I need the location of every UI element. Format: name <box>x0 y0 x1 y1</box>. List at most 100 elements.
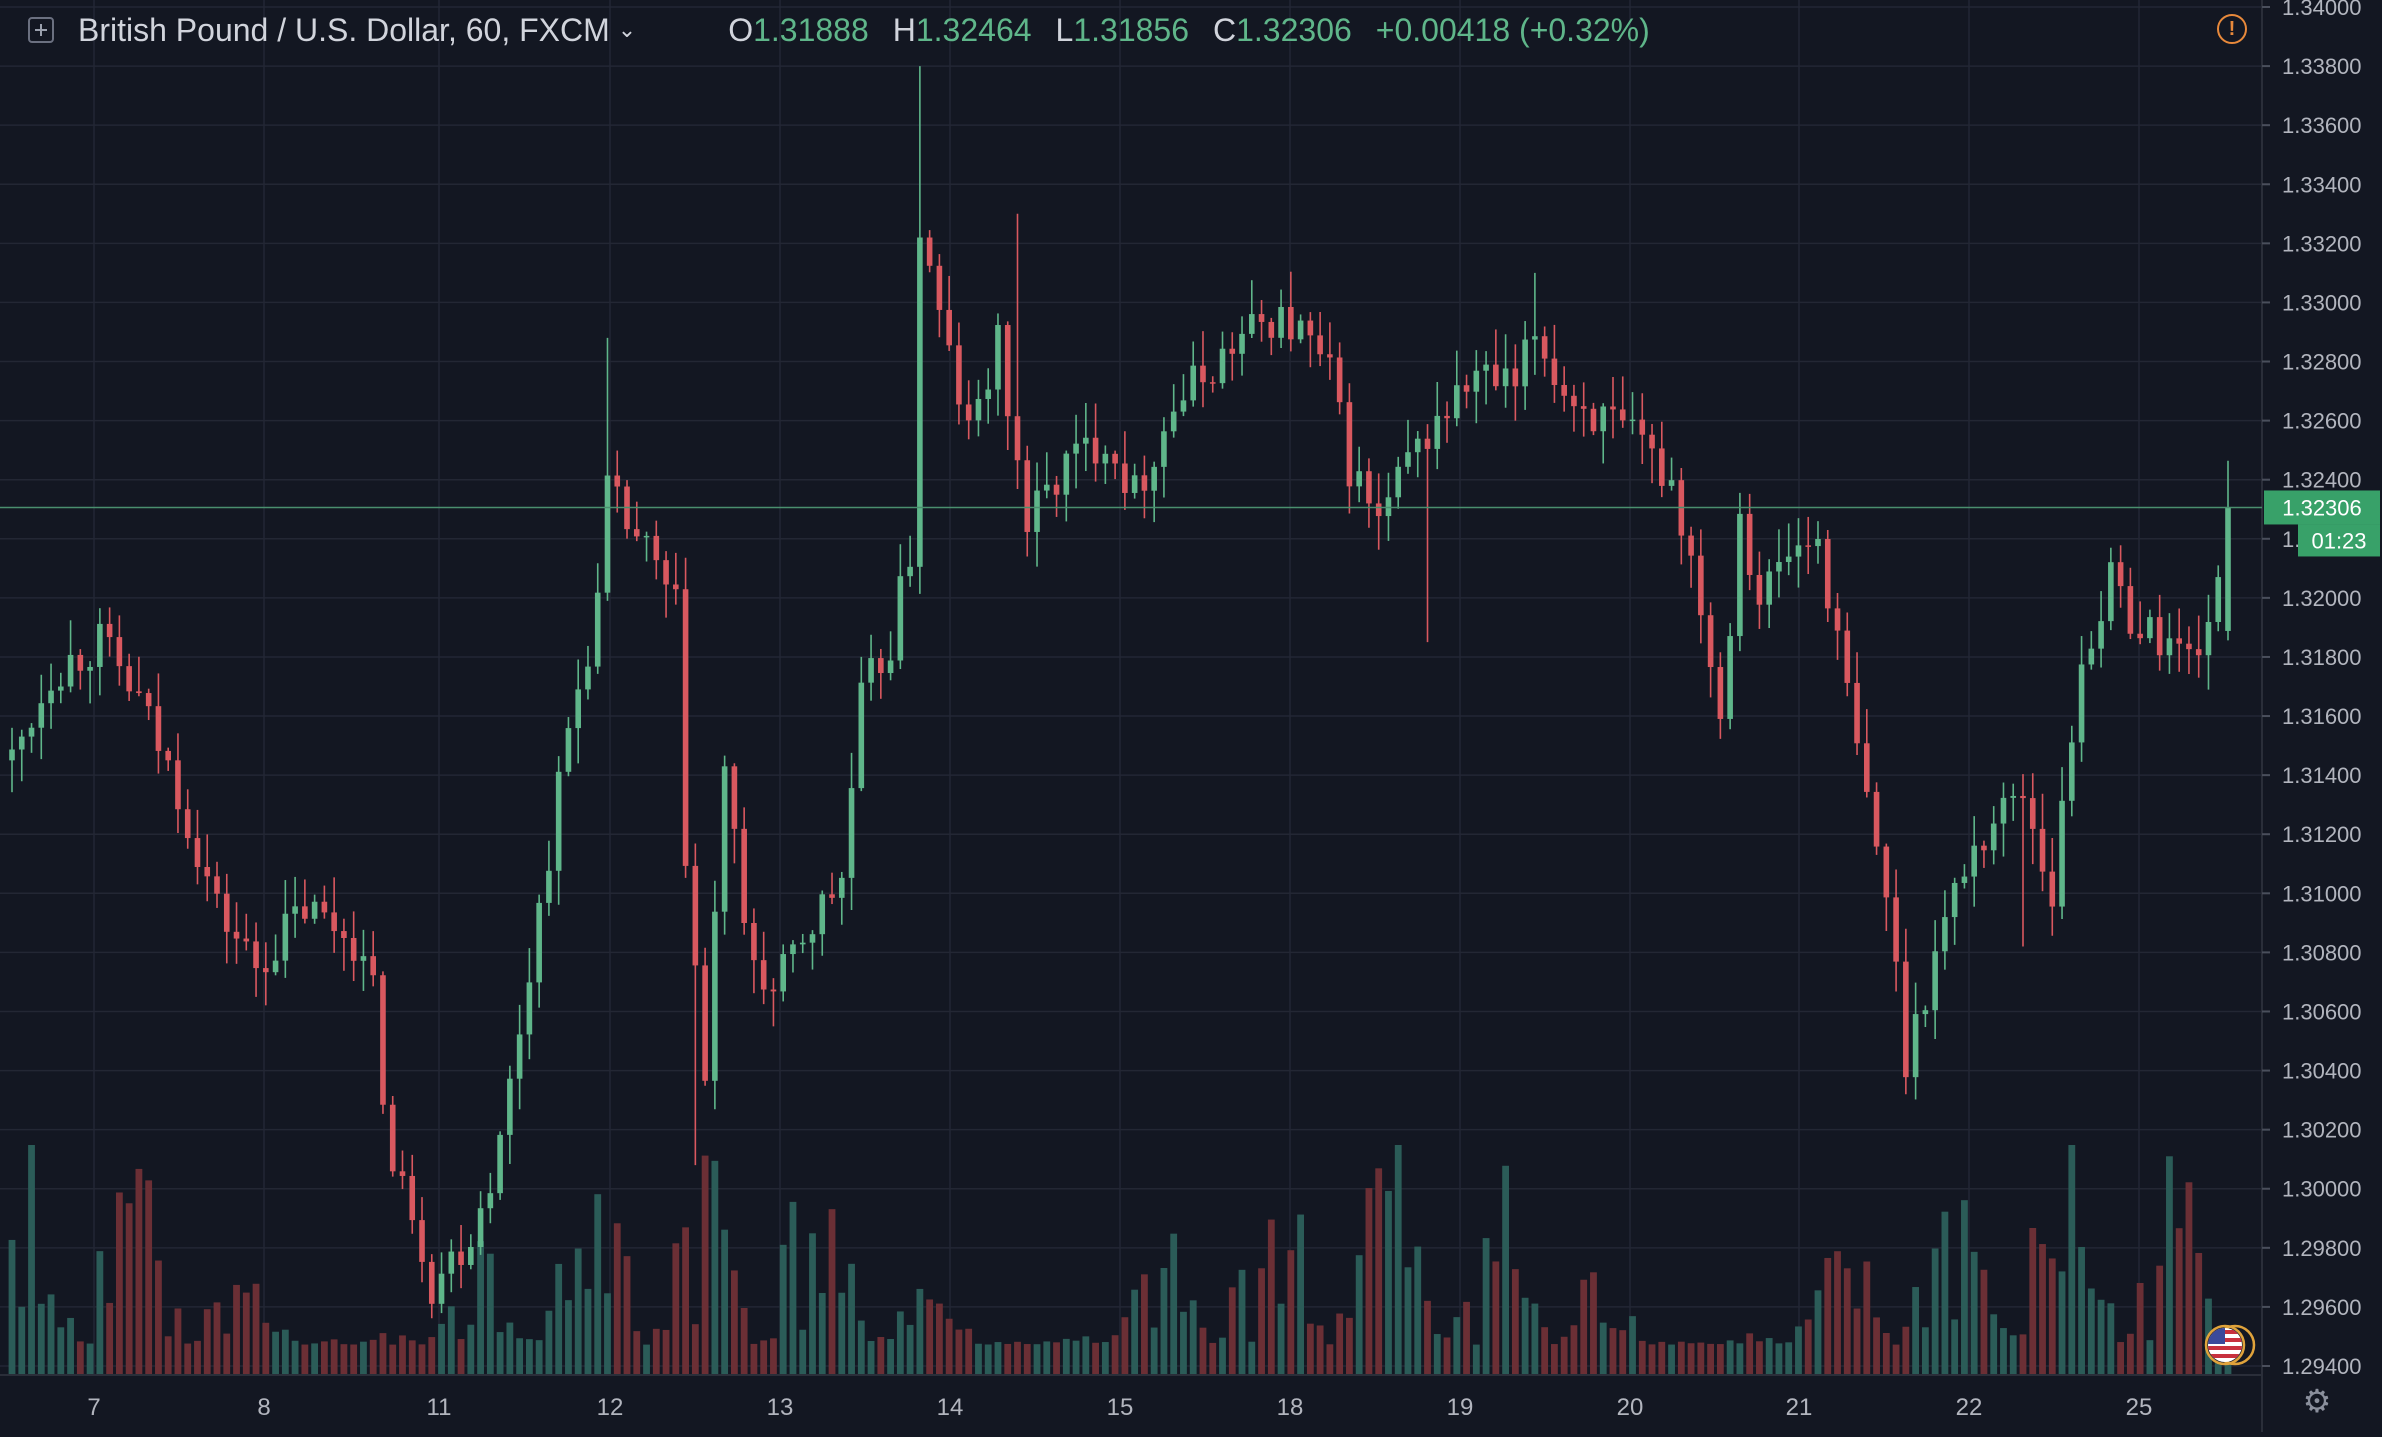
candle[interactable] <box>292 876 298 938</box>
candle[interactable] <box>1551 324 1558 403</box>
candle[interactable] <box>731 763 738 864</box>
candle[interactable] <box>585 645 591 700</box>
candle[interactable] <box>653 520 660 580</box>
gear-icon[interactable]: ⚙ <box>2302 1383 2332 1419</box>
candle[interactable] <box>1951 877 1958 945</box>
candle[interactable] <box>175 733 181 834</box>
candle[interactable] <box>1297 314 1304 344</box>
candle[interactable] <box>1610 377 1616 439</box>
candle[interactable] <box>1053 475 1060 517</box>
candle[interactable] <box>555 756 562 905</box>
candle[interactable] <box>975 379 982 437</box>
candle[interactable] <box>1971 816 1977 907</box>
candle[interactable] <box>2049 838 2056 936</box>
candle[interactable] <box>1043 452 1050 499</box>
candle[interactable] <box>1844 612 1851 697</box>
candle[interactable] <box>1034 462 1040 567</box>
candle[interactable] <box>487 1172 494 1224</box>
candle[interactable] <box>1854 652 1860 756</box>
candle[interactable] <box>926 230 933 273</box>
candle[interactable] <box>917 66 923 594</box>
candle[interactable] <box>1395 456 1402 509</box>
candle[interactable] <box>2215 565 2222 632</box>
candle[interactable] <box>1698 529 1704 644</box>
candle[interactable] <box>399 1150 406 1190</box>
candle[interactable] <box>1502 334 1509 408</box>
plus-square-icon[interactable] <box>28 17 54 43</box>
candle[interactable] <box>1795 518 1802 588</box>
candle[interactable] <box>819 890 826 956</box>
candle[interactable] <box>428 1254 435 1319</box>
candle[interactable] <box>2020 774 2026 947</box>
candle[interactable] <box>2039 793 2046 892</box>
candle[interactable] <box>1463 374 1470 409</box>
candle[interactable] <box>751 908 757 994</box>
candle[interactable] <box>1756 551 1763 629</box>
candle[interactable] <box>633 501 640 542</box>
candle[interactable] <box>331 877 337 953</box>
candle[interactable] <box>2176 608 2182 672</box>
candle[interactable] <box>1180 374 1187 417</box>
candle[interactable] <box>1981 840 1987 868</box>
candle[interactable] <box>2000 782 2007 857</box>
candle[interactable] <box>1717 652 1724 739</box>
candle[interactable] <box>712 880 718 1110</box>
candle[interactable] <box>87 661 93 704</box>
candle[interactable] <box>1073 414 1079 489</box>
candle[interactable] <box>1112 450 1118 480</box>
candle[interactable] <box>1561 366 1567 412</box>
candle[interactable] <box>614 450 621 513</box>
candle[interactable] <box>1288 271 1294 352</box>
candle[interactable] <box>477 1191 484 1255</box>
candle[interactable] <box>1541 326 1548 377</box>
candle[interactable] <box>1248 280 1255 339</box>
candle[interactable] <box>1131 463 1138 499</box>
candle[interactable] <box>1873 782 1880 855</box>
candle[interactable] <box>1737 492 1743 652</box>
candle[interactable] <box>546 840 552 916</box>
candle[interactable] <box>1727 623 1733 730</box>
candle[interactable] <box>233 902 240 964</box>
candle[interactable] <box>897 544 904 670</box>
candle[interactable] <box>1522 321 1528 410</box>
candle[interactable] <box>1649 423 1655 484</box>
candle[interactable] <box>2147 609 2153 644</box>
candle[interactable] <box>809 930 816 970</box>
candle[interactable] <box>575 659 582 764</box>
candle[interactable] <box>760 931 767 1005</box>
candle[interactable] <box>302 879 308 924</box>
candle[interactable] <box>643 531 650 562</box>
candle[interactable] <box>1239 316 1245 376</box>
candle[interactable] <box>272 934 279 976</box>
candle[interactable] <box>1766 559 1772 629</box>
candle[interactable] <box>1151 461 1157 523</box>
candle[interactable] <box>126 653 132 701</box>
candle[interactable] <box>2156 594 2163 671</box>
candle[interactable] <box>1834 592 1841 660</box>
candle[interactable] <box>2029 773 2036 865</box>
candle[interactable] <box>1209 376 1216 393</box>
candle[interactable] <box>1815 521 1821 564</box>
candle[interactable] <box>1688 526 1694 588</box>
candle[interactable] <box>448 1239 455 1293</box>
candle[interactable] <box>1483 351 1489 405</box>
candle[interactable] <box>1473 350 1480 424</box>
candle[interactable] <box>1590 402 1597 436</box>
candle[interactable] <box>1785 523 1792 576</box>
candle[interactable] <box>311 894 318 924</box>
candle[interactable] <box>136 656 142 697</box>
candle[interactable] <box>673 552 679 605</box>
candle[interactable] <box>604 337 611 601</box>
symbol-title[interactable]: British Pound / U.S. Dollar, 60, FXCM <box>78 11 610 48</box>
candle[interactable] <box>2098 591 2104 668</box>
candle[interactable] <box>1268 317 1275 356</box>
candle[interactable] <box>48 663 54 729</box>
candle[interactable] <box>184 789 191 849</box>
candle[interactable] <box>116 615 123 686</box>
candle[interactable] <box>155 673 162 774</box>
candle[interactable] <box>1864 709 1870 798</box>
candle[interactable] <box>58 672 64 704</box>
chevron-down-icon[interactable]: ⌄ <box>617 17 637 42</box>
